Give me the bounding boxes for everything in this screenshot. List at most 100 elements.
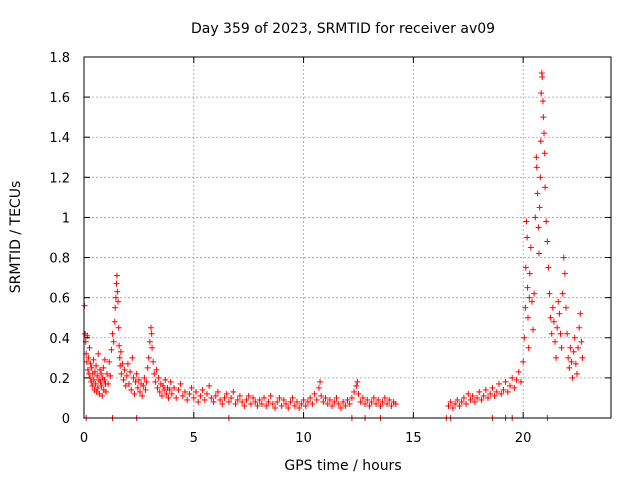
data-point (346, 400, 353, 407)
data-point (148, 330, 155, 337)
data-point (140, 382, 147, 389)
data-point (509, 374, 516, 381)
data-point (197, 392, 204, 399)
data-point (136, 388, 143, 395)
data-point (124, 360, 131, 367)
data-point (241, 402, 248, 409)
data-point (105, 380, 112, 387)
data-point (579, 354, 586, 361)
chart-title: Day 359 of 2023, SRMTID for receiver av0… (191, 21, 495, 37)
data-point (534, 190, 541, 197)
data-point (476, 388, 483, 395)
data-point (256, 396, 263, 403)
data-point (212, 392, 219, 399)
data-point (375, 396, 382, 403)
x-tick-label: 5 (190, 431, 198, 446)
data-point (536, 204, 543, 211)
data-point (143, 378, 150, 385)
data-point (304, 398, 311, 405)
data-point (524, 314, 531, 321)
data-point (561, 270, 568, 277)
data-point (115, 324, 122, 331)
data-point (135, 376, 142, 383)
data-point (458, 398, 465, 405)
data-point (537, 174, 544, 181)
data-point (469, 392, 476, 399)
data-point (373, 400, 380, 407)
data-point (506, 382, 513, 389)
data-point (163, 390, 170, 397)
data-point (203, 390, 210, 397)
data-point (92, 380, 99, 387)
data-point (245, 392, 252, 399)
data-point (471, 398, 478, 405)
data-point (337, 404, 344, 411)
data-point (560, 254, 567, 261)
data-point (139, 392, 146, 399)
data-point (287, 398, 294, 405)
data-point (452, 400, 459, 407)
data-point (555, 298, 562, 305)
data-point (331, 398, 338, 405)
data-point (384, 400, 391, 407)
data-point (535, 224, 542, 231)
data-point (154, 384, 161, 391)
data-point (540, 114, 547, 121)
data-point (107, 372, 114, 379)
data-point (489, 384, 496, 391)
data-point (447, 398, 454, 405)
data-point (142, 386, 149, 393)
data-point (381, 394, 388, 401)
x-tick-labels: 0 5 10 15 20 (80, 431, 532, 446)
data-point (311, 390, 318, 397)
data-point (511, 384, 518, 391)
data-point (392, 400, 399, 407)
data-point (566, 364, 573, 371)
data-point (120, 376, 127, 383)
data-point (545, 264, 552, 271)
data-point (214, 388, 221, 395)
data-point (97, 378, 104, 385)
data-point (537, 138, 544, 145)
data-point (541, 150, 548, 157)
data-point (354, 378, 361, 385)
data-point (533, 164, 540, 171)
data-point (86, 344, 93, 351)
data-point (219, 400, 226, 407)
data-point (145, 354, 152, 361)
data-point (126, 380, 133, 387)
data-point (577, 310, 584, 317)
x-tick-label: 20 (515, 431, 532, 446)
data-point (146, 338, 153, 345)
data-point (291, 402, 298, 409)
data-point (353, 382, 360, 389)
data-point (500, 386, 507, 393)
data-point (190, 394, 197, 401)
data-point (541, 130, 548, 137)
data-point (276, 394, 283, 401)
data-point (208, 394, 215, 401)
x-tick-label: 15 (405, 431, 422, 446)
data-point (129, 354, 136, 361)
data-point (101, 376, 108, 383)
y-tick-label: 0.8 (49, 252, 70, 267)
data-point (101, 356, 108, 363)
data-point (559, 290, 566, 297)
data-point (329, 402, 336, 409)
data-point (550, 318, 557, 325)
data-point (513, 376, 520, 383)
data-point (318, 392, 325, 399)
data-point (502, 378, 509, 385)
data-point (521, 334, 528, 341)
data-point (530, 326, 537, 333)
data-point (114, 288, 121, 295)
data-point (133, 370, 140, 377)
data-point (565, 354, 572, 361)
data-point (179, 392, 186, 399)
data-point (201, 396, 208, 403)
data-point (225, 398, 232, 405)
data-point (116, 342, 123, 349)
data-point (175, 386, 182, 393)
data-point (278, 402, 285, 409)
data-point (141, 374, 148, 381)
